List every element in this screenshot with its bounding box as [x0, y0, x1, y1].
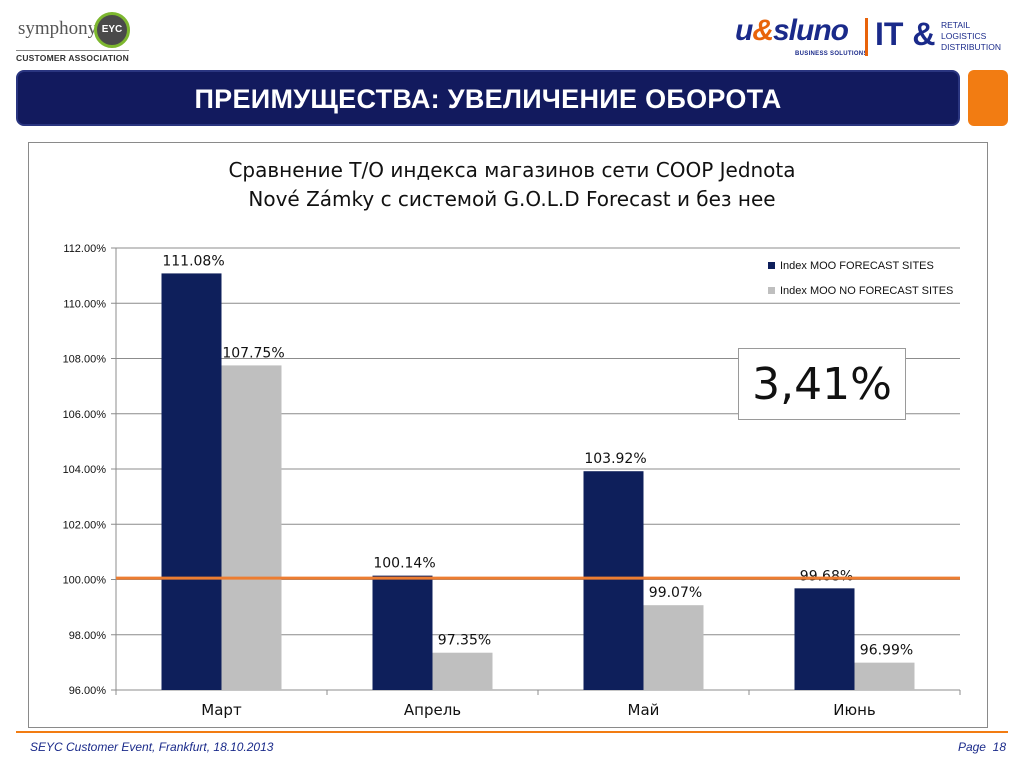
title-bar: ПРЕИМУЩЕСТВА: УВЕЛИЧЕНИЕ ОБОРОТА — [16, 70, 960, 126]
difference-callout: 3,41% — [738, 348, 906, 420]
x-tick-label: Апрель — [404, 701, 461, 719]
x-tick-label: Март — [201, 701, 242, 719]
data-label: 99.07% — [649, 585, 702, 601]
footer-divider — [16, 731, 1008, 733]
y-tick-label: 98.00% — [69, 630, 107, 642]
bar-forecast — [583, 471, 644, 690]
bar-forecast — [794, 588, 855, 690]
data-label: 99.68% — [800, 568, 853, 584]
y-tick-label: 96.00% — [69, 685, 107, 697]
y-tick-label: 110.00% — [63, 298, 106, 310]
bar-no-forecast — [221, 365, 282, 690]
legend-label: Index MOO FORECAST SITES — [780, 260, 934, 272]
retail-logistics-distribution: RETAIL LOGISTICS DISTRIBUTION — [941, 20, 1001, 52]
page-number: Page 18 — [957, 740, 1006, 754]
accent-square — [968, 70, 1008, 126]
usluno-logo: u&sluno BUSINESS SOLUTIONS IT & RETAIL L… — [735, 14, 1015, 64]
bar-no-forecast — [432, 652, 493, 690]
chart-title-line-2: Nové Zámky с системой G.O.L.D Forecast и… — [248, 187, 776, 211]
data-label: 97.35% — [438, 633, 491, 649]
y-tick-label: 100.00% — [63, 575, 107, 587]
data-label: 100.14% — [373, 556, 435, 572]
y-tick-label: 106.00% — [63, 409, 107, 421]
it-logo-text: IT & — [875, 16, 936, 52]
y-tick-label: 108.00% — [63, 354, 107, 366]
usluno-tagline: BUSINESS SOLUTIONS — [795, 51, 868, 57]
symphony-eyc-logo: symphony EYC CUSTOMER ASSOCIATION — [14, 8, 130, 64]
bar-forecast — [161, 273, 222, 690]
data-label: 107.75% — [222, 345, 284, 361]
chart-title: Сравнение Т/О индекса магазинов сети COO… — [0, 156, 1024, 214]
bar-forecast — [372, 575, 433, 690]
chart-title-line-1: Сравнение Т/О индекса магазинов сети COO… — [228, 158, 796, 182]
y-tick-label: 102.00% — [63, 519, 107, 531]
x-tick-label: Июнь — [833, 701, 876, 719]
legend-swatch — [768, 262, 775, 269]
data-label: 103.92% — [584, 451, 646, 467]
data-label: 96.99% — [860, 643, 913, 659]
data-label: 111.08% — [162, 253, 224, 269]
bar-no-forecast — [854, 662, 915, 690]
footer-event-text: SEYC Customer Event, Frankfurt, 18.10.20… — [30, 740, 274, 754]
legend-label: Index MOO NO FORECAST SITES — [780, 285, 953, 297]
symphony-logo-text: symphony — [18, 18, 98, 39]
y-tick-label: 104.00% — [63, 464, 107, 476]
legend-swatch — [768, 287, 775, 294]
bar-no-forecast — [643, 605, 704, 690]
logo-divider — [865, 18, 868, 56]
y-tick-label: 112.00% — [63, 243, 106, 255]
eyc-logo-badge: EYC — [94, 12, 130, 48]
x-tick-label: Май — [628, 701, 660, 719]
usluno-brand: u&sluno — [735, 14, 849, 47]
page-title: ПРЕИМУЩЕСТВА: УВЕЛИЧЕНИЕ ОБОРОТА — [194, 84, 782, 114]
customer-association-text: CUSTOMER ASSOCIATION — [16, 50, 129, 63]
